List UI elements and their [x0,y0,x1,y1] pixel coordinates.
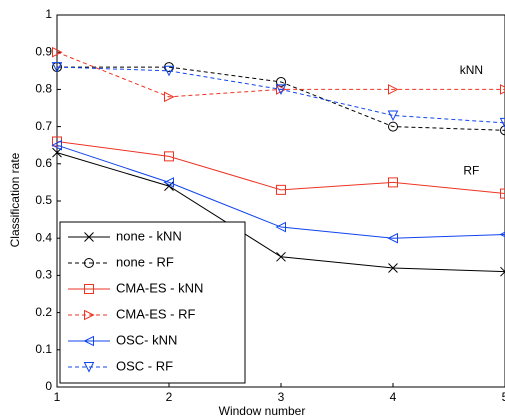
marker [276,251,286,262]
marker [163,177,174,188]
marker [388,177,398,188]
marker [500,84,505,95]
y-tick-label: 0.5 [35,193,52,207]
series-line [57,66,505,131]
marker [164,91,175,103]
y-axis-label: Classification rate [8,152,22,247]
marker [387,110,399,122]
legend-label: OSC - RF [116,358,173,373]
marker [163,65,175,77]
marker [84,309,95,321]
marker [388,121,398,132]
marker [51,139,62,151]
legend-label: none - kNN [116,228,182,243]
marker [164,151,174,162]
x-tick-label: 1 [54,390,61,404]
series-line [56,140,505,195]
marker [275,221,286,233]
marker [84,284,94,294]
marker [388,84,399,95]
legend-label: CMA-ES - RF [116,306,196,321]
y-tick-label: 0.9 [35,44,52,58]
marker [275,84,287,96]
marker [500,125,505,136]
annotation: kNN [460,63,483,77]
legend-label: none - RF [116,254,174,269]
y-tick-label: 0 [45,379,52,393]
y-tick-label: 1 [45,7,52,21]
x-tick-label: 4 [390,390,397,404]
y-tick-label: 0.6 [35,156,52,170]
marker [83,362,95,373]
marker [387,232,398,244]
legend-label: OSC- kNN [116,332,177,347]
marker [51,62,63,73]
marker [84,232,94,242]
series-line [56,144,505,239]
x-tick-label: 3 [278,390,285,404]
marker [52,46,63,58]
marker [84,258,94,268]
x-tick-label: 5 [502,390,505,404]
series-line [56,51,505,98]
y-tick-label: 0.2 [35,305,52,319]
y-tick-label: 0.8 [35,82,52,96]
marker [500,188,505,199]
x-tick-label: 2 [166,390,173,404]
y-tick-label: 0.4 [35,230,52,244]
marker [388,263,398,273]
marker [276,84,287,95]
marker [499,117,505,129]
marker [83,335,94,347]
y-tick-label: 0.7 [35,119,52,133]
legend-label: CMA-ES - kNN [116,280,203,295]
marker [500,266,505,277]
legend-box [59,221,246,384]
marker [276,76,286,87]
annotation: RF [463,163,479,177]
y-tick-label: 0.1 [35,342,52,356]
marker [52,147,62,158]
marker [276,184,286,195]
series-line [56,66,505,124]
x-axis-label: Window number [219,404,306,418]
y-tick-label: 0.3 [35,268,52,282]
